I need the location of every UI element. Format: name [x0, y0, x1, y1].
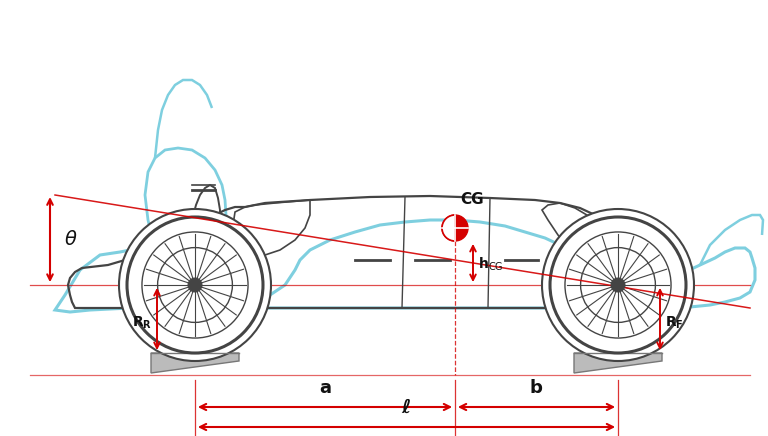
Text: $\mathbf{b}$: $\mathbf{b}$ [529, 379, 544, 397]
Circle shape [442, 215, 468, 241]
Circle shape [611, 278, 625, 292]
Circle shape [542, 209, 694, 361]
Circle shape [188, 278, 202, 292]
Circle shape [550, 217, 686, 353]
Text: $\mathbf{\ell}$: $\mathbf{\ell}$ [402, 398, 412, 417]
Text: h$_{\mathrm{CG}}$: h$_{\mathrm{CG}}$ [478, 256, 504, 273]
Text: $\mathbf{a}$: $\mathbf{a}$ [319, 379, 331, 397]
Text: CG: CG [460, 192, 484, 207]
Polygon shape [574, 353, 662, 373]
Wedge shape [442, 215, 455, 241]
Circle shape [119, 209, 271, 361]
Circle shape [127, 217, 263, 353]
Text: $\mathbf{R_R}$: $\mathbf{R_R}$ [132, 315, 152, 331]
Polygon shape [151, 353, 239, 373]
Text: $\mathbf{R_F}$: $\mathbf{R_F}$ [665, 315, 684, 331]
Text: $\theta$: $\theta$ [64, 230, 78, 249]
